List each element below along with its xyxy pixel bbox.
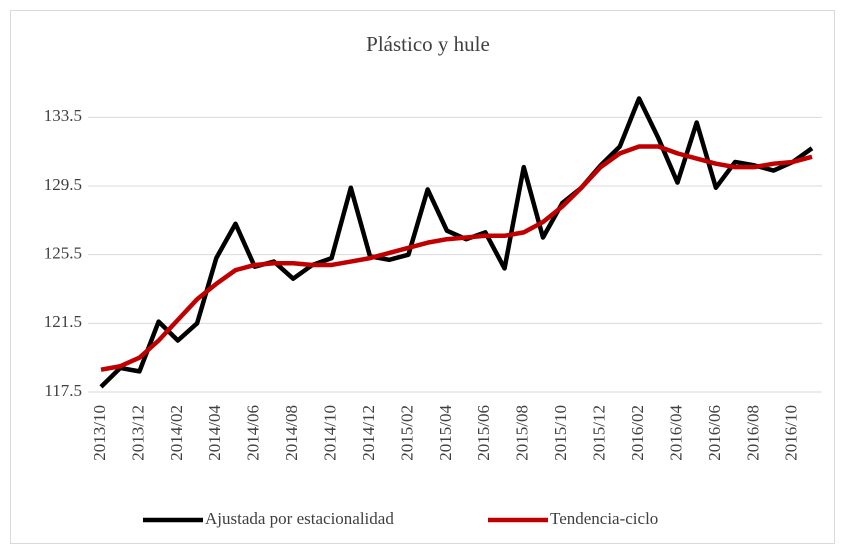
legend-label: Ajustada por estacionalidad (205, 509, 394, 528)
x-tick-label: 2016/10 (782, 405, 801, 461)
y-tick-label: 129.5 (44, 175, 82, 194)
x-tick-label: 2016/06 (705, 405, 724, 461)
x-tick-label: 2014/10 (321, 405, 340, 461)
chart-title: Plástico y hule (366, 32, 490, 56)
series-line (99, 96, 814, 389)
x-tick-label: 2015/12 (590, 405, 609, 461)
x-tick-label: 2015/10 (551, 405, 570, 461)
x-tick-label: 2014/08 (282, 405, 301, 461)
y-tick-label: 125.5 (44, 244, 82, 263)
series-line (100, 144, 813, 372)
x-tick-label: 2014/04 (205, 405, 224, 461)
x-tick-label: 2016/04 (666, 405, 685, 461)
x-tick-label: 2015/04 (436, 405, 455, 461)
y-tick-label: 121.5 (44, 312, 82, 331)
x-tick-label: 2015/08 (513, 405, 532, 461)
legend-label: Tendencia-ciclo (550, 509, 658, 528)
x-tick-label: 2015/06 (474, 405, 493, 461)
x-tick-label: 2013/10 (90, 405, 109, 461)
y-tick-label: 133.5 (44, 106, 82, 125)
x-tick-label: 2013/12 (128, 405, 147, 461)
x-tick-label: 2014/12 (359, 405, 378, 461)
chart-frame (10, 10, 835, 544)
x-tick-label: 2014/02 (167, 405, 186, 461)
x-tick-label: 2016/02 (628, 405, 647, 461)
x-tick-label: 2015/02 (397, 405, 416, 461)
y-tick-label: 117.5 (44, 381, 82, 400)
x-tick-label: 2014/06 (244, 405, 263, 461)
x-tick-label: 2016/08 (743, 405, 762, 461)
